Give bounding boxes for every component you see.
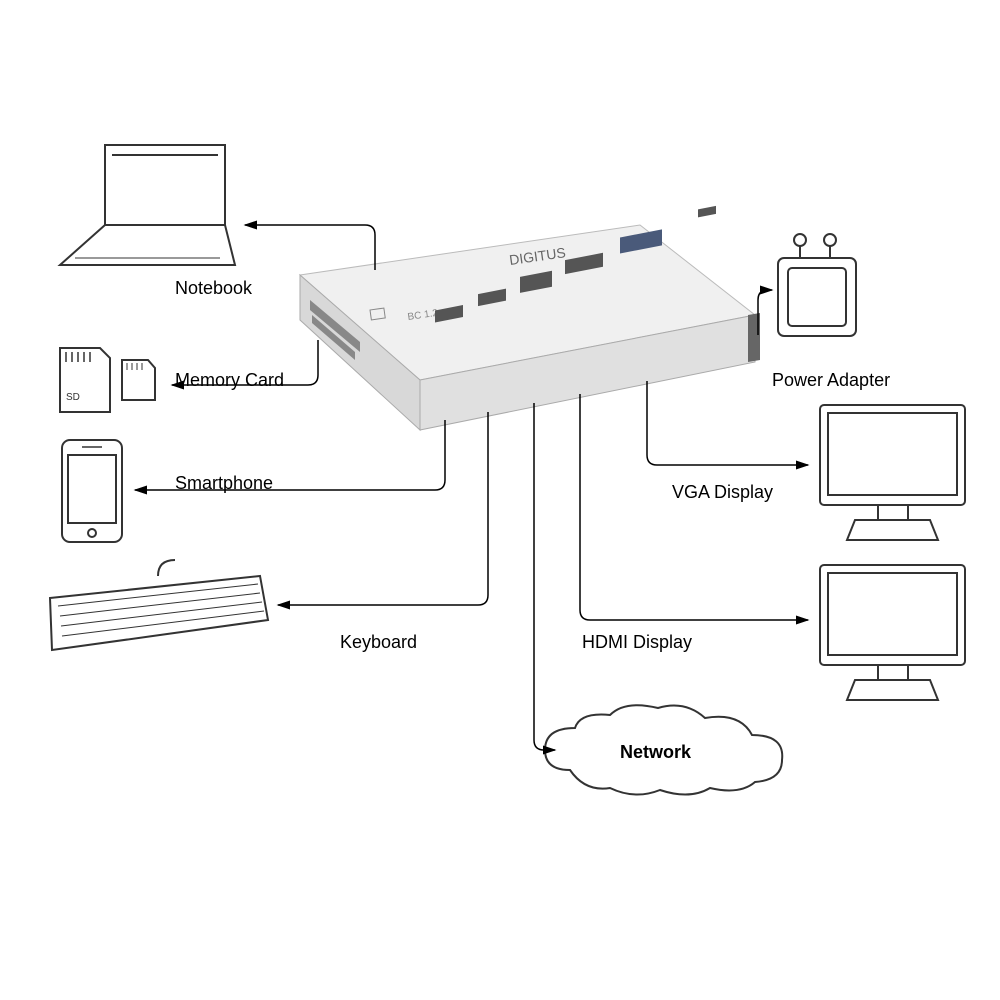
power-adapter-icon: [778, 234, 856, 336]
diagram-canvas: DIGITUS BC 1.2 SD: [0, 0, 1000, 1000]
memory-card-icon: SD: [60, 348, 155, 412]
usb-hub: DIGITUS BC 1.2: [300, 206, 760, 430]
notebook-label: Notebook: [175, 278, 252, 299]
svg-text:SD: SD: [66, 392, 80, 403]
smartphone-icon: [62, 440, 122, 542]
keyboard-icon: [50, 560, 268, 650]
smartphone-label: Smartphone: [175, 473, 273, 494]
memory-card-label: Memory Card: [175, 370, 284, 391]
notebook-icon: [60, 145, 235, 265]
keyboard-label: Keyboard: [340, 632, 417, 653]
hdmi-display-icon: [820, 565, 965, 700]
vga-display-label: VGA Display: [672, 482, 773, 503]
vga-display-icon: [820, 405, 965, 540]
hdmi-display-label: HDMI Display: [582, 632, 692, 653]
power-adapter-label: Power Adapter: [772, 370, 890, 391]
network-label: Network: [620, 742, 691, 763]
